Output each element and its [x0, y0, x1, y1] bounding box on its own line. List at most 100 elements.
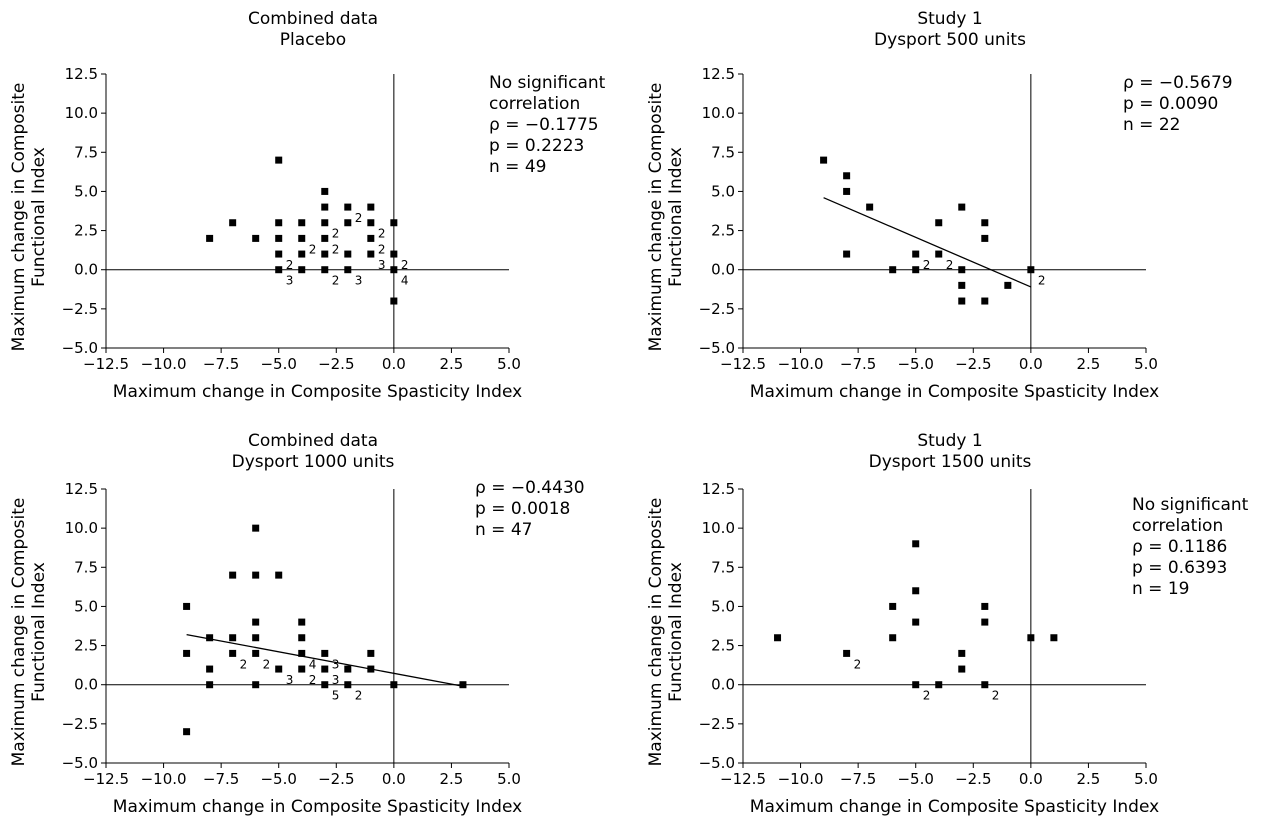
stats-line-2: correlation — [1132, 516, 1224, 536]
y-tick-label: 0.0 — [711, 261, 735, 279]
data-point — [912, 618, 920, 626]
x-tick-label: −10.0 — [778, 355, 824, 373]
data-point — [981, 234, 989, 242]
point-count-label: 2 — [355, 211, 363, 225]
data-point — [229, 649, 237, 657]
data-point — [866, 203, 874, 211]
y-tick-label: −5.0 — [62, 754, 98, 772]
point-count-label: 2 — [992, 689, 1000, 703]
chart-panel-2: Study 1 Dysport 500 units −12.5 −10.0 −7.5… — [637, 0, 1275, 415]
data-point — [390, 681, 398, 689]
x-tick-label: −2.5 — [318, 770, 354, 788]
data-point — [958, 649, 966, 657]
data-point — [981, 297, 989, 305]
data-point — [252, 524, 260, 532]
data-point — [390, 297, 398, 305]
stats-line-1: ρ = −0.4430 — [475, 478, 585, 498]
y-tick-label: 12.5 — [702, 65, 735, 83]
y-tick-label: −5.0 — [62, 339, 98, 357]
data-point — [843, 250, 851, 258]
data-point — [843, 187, 851, 195]
chart-panel-3: Combined data Dysport 1000 units −12.5 −1… — [0, 415, 637, 830]
y-tick-label: 12.5 — [65, 480, 98, 498]
data-point — [321, 665, 329, 673]
y-tick-label: −2.5 — [62, 300, 98, 318]
y-tick-label: −5.0 — [699, 339, 735, 357]
stats-line-4: p = 0.6393 — [1132, 558, 1228, 578]
point-count-label: 3 — [378, 258, 386, 272]
data-point — [935, 250, 943, 258]
y-tick-label: 5.0 — [711, 182, 735, 200]
data-point — [1027, 266, 1035, 274]
y-axis-label-line: Maximum change in Composite — [646, 83, 666, 352]
data-point — [206, 681, 214, 689]
data-point — [935, 681, 943, 689]
y-axis-label-line: Functional Index — [666, 562, 686, 702]
y-tick-label: 2.5 — [74, 222, 98, 240]
chart-title-line-2: Dysport 1000 units — [231, 452, 395, 472]
data-point — [935, 219, 943, 227]
point-count-label: 3 — [286, 673, 294, 687]
chart-title-line-2: Dysport 500 units — [874, 30, 1026, 50]
data-point — [367, 203, 375, 211]
y-tick-label: 5.0 — [711, 597, 735, 615]
data-point — [344, 266, 352, 274]
point-count-label: 2 — [263, 657, 271, 671]
data-point — [206, 634, 214, 642]
chart-panel-4: Study 1 Dysport 1500 units −12.5 −10.0 −7.… — [637, 415, 1275, 830]
data-point — [344, 203, 352, 211]
data-point — [843, 172, 851, 180]
data-point — [275, 219, 283, 227]
data-point — [889, 602, 897, 610]
y-tick-label: 7.5 — [711, 143, 735, 161]
stats-line-3: n = 47 — [475, 520, 533, 540]
y-tick-label: −2.5 — [62, 715, 98, 733]
scatter-plot: −12.5 −10.0 −7.5 −5.0 −2.5 0.0 2.5 5.0 −5.0 −2.5 0… — [9, 480, 522, 817]
stats-line-3: ρ = 0.1186 — [1132, 537, 1228, 557]
y-tick-label: 10.0 — [65, 104, 98, 122]
y-tick-label: −2.5 — [699, 715, 735, 733]
y-tick-label: 5.0 — [74, 182, 98, 200]
data-point — [298, 250, 306, 258]
data-point — [321, 649, 329, 657]
stats-line-3: ρ = −0.1775 — [489, 115, 599, 135]
data-point — [367, 219, 375, 227]
x-tick-label: −2.5 — [955, 355, 991, 373]
x-axis-label: Maximum change in Composite Spasticity I… — [750, 382, 1159, 402]
x-tick-label: 2.5 — [1076, 770, 1100, 788]
data-point — [820, 156, 828, 164]
stats-line-1: No significant — [489, 73, 606, 93]
x-tick-label: 2.5 — [1076, 355, 1100, 373]
x-tick-label: −10.0 — [778, 770, 824, 788]
data-point — [252, 234, 260, 242]
data-point — [344, 219, 352, 227]
x-tick-label: −7.5 — [203, 355, 239, 373]
stats-annotation: ρ = −0.5679 p = 0.0090 n = 22 — [1123, 73, 1233, 136]
y-tick-label: 5.0 — [74, 597, 98, 615]
data-point — [981, 618, 989, 626]
stats-line-4: p = 0.2223 — [489, 136, 585, 156]
data-point — [298, 634, 306, 642]
data-point — [459, 681, 467, 689]
point-count-label: 2 — [946, 258, 954, 272]
data-point — [321, 250, 329, 258]
data-point — [206, 234, 214, 242]
data-point — [275, 665, 283, 673]
regression-line — [186, 633, 464, 687]
y-tick-label: 7.5 — [74, 143, 98, 161]
scatter-plot: −12.5 −10.0 −7.5 −5.0 −2.5 0.0 2.5 5.0 −5.0 −2.5 0… — [646, 65, 1159, 402]
data-point — [958, 665, 966, 673]
point-count-label: 3 — [355, 274, 363, 288]
y-tick-label: 2.5 — [711, 637, 735, 655]
chart-title: Study 1 Dysport 1500 units — [750, 431, 1150, 473]
stats-line-2: correlation — [489, 94, 581, 114]
y-tick-label: 10.0 — [65, 519, 98, 537]
data-point — [252, 681, 260, 689]
chart-title: Combined data Dysport 1000 units — [113, 431, 513, 473]
stats-annotation: ρ = −0.4430 p = 0.0018 n = 47 — [475, 478, 585, 541]
x-tick-label: −2.5 — [318, 355, 354, 373]
chart-title: Study 1 Dysport 500 units — [750, 9, 1150, 51]
data-point — [889, 634, 897, 642]
point-count-label: 3 — [332, 673, 340, 687]
data-point — [912, 250, 920, 258]
